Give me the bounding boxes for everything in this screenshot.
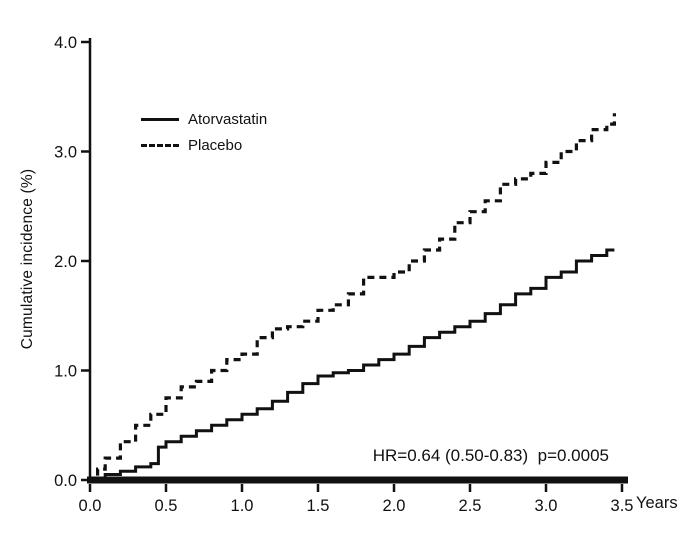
x-tick-label: 0.5: [155, 497, 178, 515]
hazard-ratio-annotation: HR=0.64 (0.50-0.83) p=0.0005: [372, 446, 609, 465]
x-tick-label: 1.0: [231, 497, 254, 515]
y-tick-label: 1.0: [54, 363, 77, 381]
solid-line-sample-icon: [141, 117, 179, 121]
y-tick-label: 4.0: [54, 34, 77, 52]
y-tick-label: 0.0: [54, 472, 77, 490]
y-tick-label: 2.0: [54, 253, 77, 271]
legend-item-placebo: Placebo: [141, 132, 267, 158]
legend: Atorvastatin Placebo: [141, 106, 267, 158]
series-line-placebo: [90, 113, 616, 482]
legend-label-atorvastatin: Atorvastatin: [188, 110, 268, 128]
y-tick-label: 3.0: [54, 144, 77, 162]
x-tick-label: 3.0: [535, 497, 558, 515]
y-axis-title: Cumulative incidence (%): [19, 168, 36, 350]
legend-item-atorvastatin: Atorvastatin: [141, 106, 267, 132]
dashed-line-sample-icon: [141, 143, 179, 147]
series-line-atorvastatin: [90, 248, 615, 482]
legend-label-placebo: Placebo: [188, 136, 243, 154]
x-axis-unit-label: Years: [636, 494, 678, 512]
x-tick-label: 2.0: [383, 497, 406, 515]
x-tick-label: 2.5: [459, 497, 482, 515]
x-tick-label: 0.0: [79, 497, 102, 515]
x-tick-label: 3.5: [611, 497, 634, 515]
x-tick-label: 1.5: [307, 497, 330, 515]
